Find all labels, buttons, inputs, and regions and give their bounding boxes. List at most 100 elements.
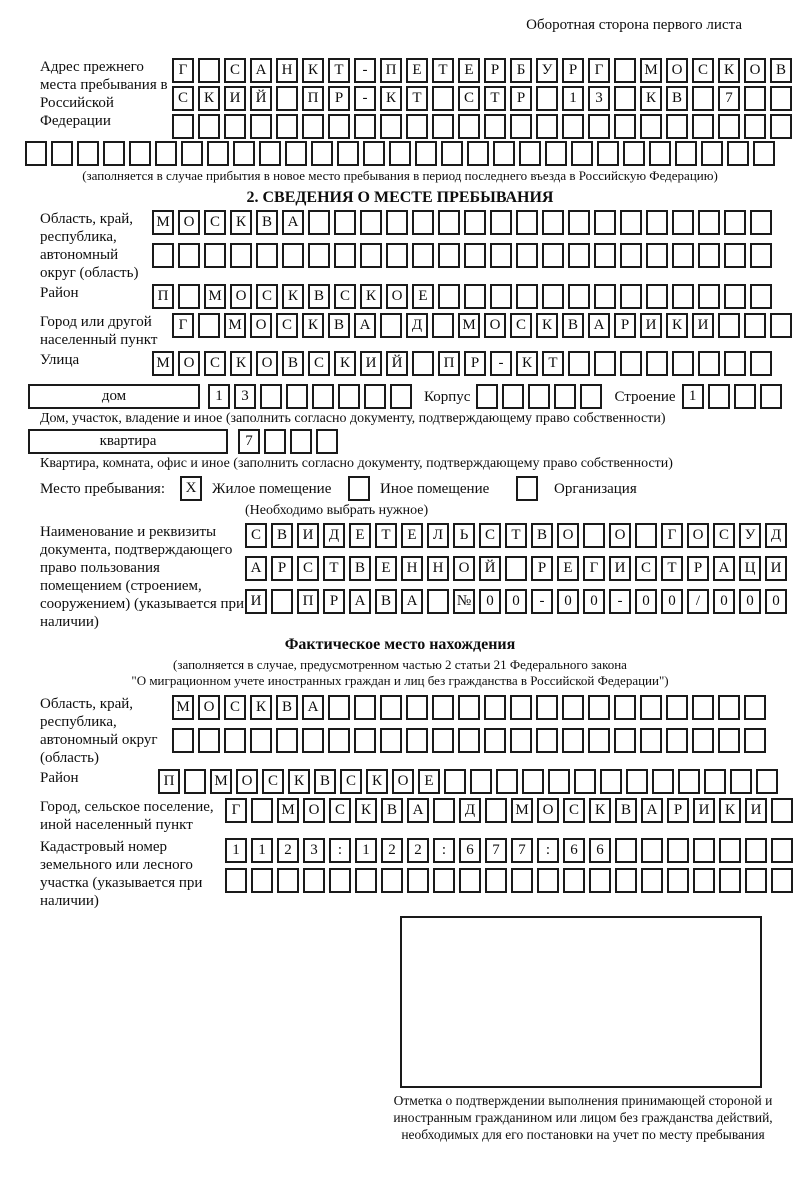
char-box[interactable]: В (615, 798, 637, 823)
char-box[interactable]: Р (484, 58, 506, 83)
char-box[interactable] (490, 284, 512, 309)
char-box[interactable] (672, 243, 694, 268)
char-box[interactable] (380, 114, 402, 139)
char-box[interactable] (511, 868, 533, 893)
char-box[interactable]: Т (542, 351, 564, 376)
char-box[interactable]: 7 (485, 838, 507, 863)
char-box[interactable] (198, 313, 220, 338)
char-box[interactable] (744, 86, 766, 111)
char-box[interactable] (519, 141, 541, 166)
char-box[interactable] (649, 141, 671, 166)
char-box[interactable] (328, 114, 350, 139)
char-box[interactable]: О (303, 798, 325, 823)
char-box[interactable] (276, 86, 298, 111)
char-box[interactable]: К (380, 86, 402, 111)
char-box[interactable] (698, 284, 720, 309)
char-box[interactable] (614, 58, 636, 83)
char-box[interactable] (528, 384, 551, 409)
char-box[interactable] (390, 384, 412, 409)
char-box[interactable]: К (302, 313, 324, 338)
char-box[interactable] (615, 838, 637, 863)
char-box[interactable] (129, 141, 151, 166)
char-box[interactable] (692, 86, 714, 111)
char-box[interactable] (360, 210, 382, 235)
char-box[interactable] (744, 728, 766, 753)
char-box[interactable] (302, 114, 324, 139)
char-box[interactable] (771, 868, 793, 893)
char-box[interactable] (568, 243, 590, 268)
char-box[interactable] (724, 284, 746, 309)
char-box[interactable]: 3 (303, 838, 325, 863)
char-box[interactable]: И (360, 351, 382, 376)
char-box[interactable] (328, 728, 350, 753)
char-box[interactable]: - (609, 589, 631, 614)
char-box[interactable] (407, 868, 429, 893)
char-box[interactable] (626, 769, 648, 794)
char-box[interactable] (718, 313, 740, 338)
char-box[interactable] (510, 695, 532, 720)
char-box[interactable] (536, 728, 558, 753)
char-box[interactable]: Т (323, 556, 345, 581)
char-box[interactable] (614, 114, 636, 139)
char-box[interactable] (432, 114, 454, 139)
char-box[interactable]: 7 (238, 429, 260, 454)
char-box[interactable]: К (355, 798, 377, 823)
char-box[interactable] (727, 141, 749, 166)
char-box[interactable]: Г (172, 58, 194, 83)
char-box[interactable] (588, 695, 610, 720)
char-box[interactable]: Т (406, 86, 428, 111)
char-box[interactable]: С (510, 313, 532, 338)
char-box[interactable] (311, 141, 333, 166)
char-box[interactable] (178, 243, 200, 268)
char-box[interactable] (594, 243, 616, 268)
char-box[interactable] (233, 141, 255, 166)
char-box[interactable]: И (640, 313, 662, 338)
char-box[interactable]: Е (412, 284, 434, 309)
char-box[interactable]: М (224, 313, 246, 338)
char-box[interactable]: Д (765, 523, 787, 548)
char-box[interactable]: Е (406, 58, 428, 83)
char-box[interactable] (750, 284, 772, 309)
char-box[interactable] (380, 313, 402, 338)
char-box[interactable] (641, 868, 663, 893)
char-box[interactable] (464, 243, 486, 268)
char-box[interactable] (600, 769, 622, 794)
char-box[interactable]: К (230, 210, 252, 235)
char-box[interactable] (753, 141, 775, 166)
char-box[interactable] (490, 243, 512, 268)
char-box[interactable] (588, 728, 610, 753)
char-box[interactable]: Е (349, 523, 371, 548)
char-box[interactable] (640, 728, 662, 753)
char-box[interactable] (620, 351, 642, 376)
char-box[interactable] (652, 769, 674, 794)
char-box[interactable]: С (458, 86, 480, 111)
char-box[interactable]: О (178, 210, 200, 235)
char-box[interactable] (646, 243, 668, 268)
char-box[interactable] (692, 728, 714, 753)
char-box[interactable] (329, 868, 351, 893)
char-box[interactable] (386, 210, 408, 235)
char-box[interactable]: Р (510, 86, 532, 111)
char-box[interactable] (614, 728, 636, 753)
char-box[interactable]: 1 (208, 384, 230, 409)
char-box[interactable] (458, 695, 480, 720)
char-box[interactable] (432, 313, 454, 338)
char-box[interactable] (484, 114, 506, 139)
char-box[interactable] (250, 114, 272, 139)
char-box[interactable] (730, 769, 752, 794)
char-box[interactable] (51, 141, 73, 166)
char-box[interactable]: 2 (381, 838, 403, 863)
char-box[interactable]: 2 (277, 838, 299, 863)
char-box[interactable]: В (381, 798, 403, 823)
char-box[interactable] (580, 384, 603, 409)
char-box[interactable]: Р (328, 86, 350, 111)
char-box[interactable] (290, 429, 312, 454)
char-box[interactable]: 2 (407, 838, 429, 863)
char-box[interactable] (259, 141, 281, 166)
char-box[interactable] (493, 141, 515, 166)
char-box[interactable] (545, 141, 567, 166)
char-box[interactable]: П (297, 589, 319, 614)
char-box[interactable] (467, 141, 489, 166)
char-box[interactable] (363, 141, 385, 166)
char-box[interactable] (510, 728, 532, 753)
